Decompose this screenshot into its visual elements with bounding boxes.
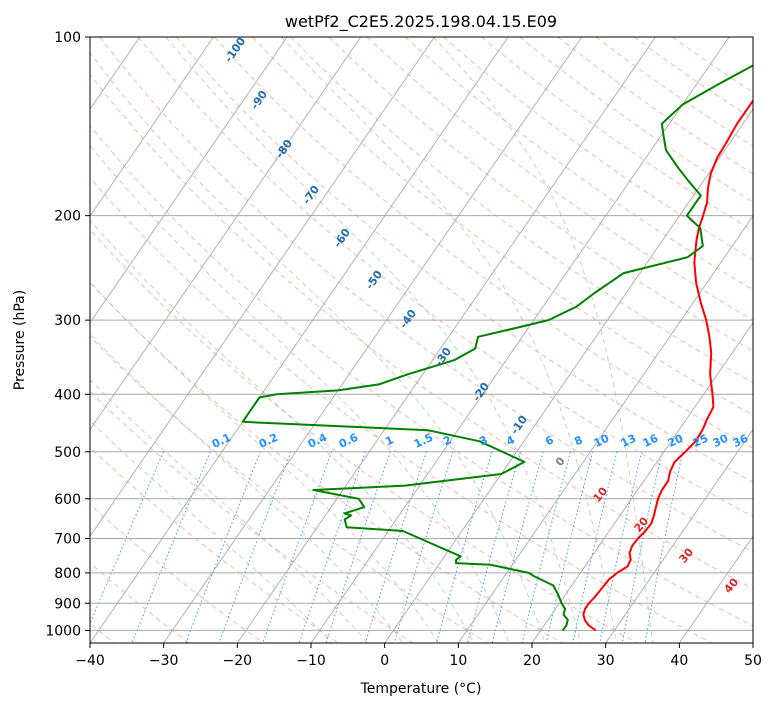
y-tick-label: 200 — [54, 209, 81, 225]
dry-adiabat-line — [366, 37, 753, 321]
x-tick-label: 20 — [523, 653, 541, 669]
isotherm-gridline — [90, 37, 362, 431]
moist-adiabat-line — [90, 219, 475, 643]
mixing-ratio-line — [364, 451, 427, 643]
y-tick-label: 600 — [54, 492, 81, 508]
mixing-ratio-line — [545, 451, 594, 643]
mixing-ratio-line — [521, 451, 571, 643]
dry-adiabat-line — [90, 176, 712, 643]
x-tick-label: 30 — [597, 653, 615, 669]
x-tick-label: 10 — [449, 653, 467, 669]
dry-adiabat-line — [137, 37, 753, 518]
dry-adiabat-line — [90, 503, 264, 643]
x-tick-label: −20 — [223, 653, 253, 669]
isotherm-gridline — [163, 37, 583, 643]
y-tick-label: 300 — [54, 313, 81, 329]
y-tick-label: 700 — [54, 532, 81, 548]
moist-adiabat-line — [165, 37, 582, 643]
mixing-ratio-line — [325, 451, 391, 643]
isotherm-gridline — [384, 108, 753, 643]
x-axis: −40 −30 −20 −10 0 10 20 30 40 50 — [75, 643, 762, 669]
x-tick-label: 50 — [744, 653, 762, 669]
x-axis-label: Temperature (°C) — [360, 681, 482, 697]
chart-title: wetPf2_C2E5.2025.198.04.15.E09 — [285, 12, 557, 32]
mixing-ratio-label: 25 — [691, 432, 710, 450]
mixing-ratio-line — [572, 451, 618, 643]
isotherm-gridline — [310, 37, 730, 643]
mixing-ratio-label: 10 — [592, 432, 612, 450]
dry-adiabat-line — [404, 37, 753, 291]
y-tick-label: 400 — [54, 387, 81, 403]
dry-adiabat-line — [90, 229, 638, 643]
moist-adiabat-line — [90, 379, 369, 643]
mixing-ratio-label: 30 — [711, 432, 731, 450]
mixing-ratio-label: 16 — [641, 432, 661, 450]
y-axis-label: Pressure (hPa) — [12, 290, 28, 390]
dewpoint-profile-line — [241, 64, 753, 631]
moist-adiabat-line — [432, 37, 654, 643]
dry-adiabat-line — [90, 125, 753, 627]
isotherm-gridline — [90, 37, 435, 538]
mixing-ratio-label: 20 — [666, 432, 686, 450]
grid-lines — [90, 37, 753, 643]
temperature-profile-line — [582, 99, 753, 632]
mixing-ratio-line — [262, 451, 333, 643]
mixing-ratio-label: 13 — [619, 432, 638, 450]
isotherm-gridline — [90, 37, 288, 324]
isotherm-gridline — [90, 37, 214, 217]
y-tick-label: 900 — [54, 596, 81, 612]
mixing-ratio-line — [644, 451, 684, 643]
profile-series — [241, 64, 753, 632]
mixing-ratio-line — [621, 451, 663, 643]
dry-adiabat-line — [90, 335, 488, 643]
dry-adiabat-line — [90, 446, 339, 643]
y-axis: 100 200 300 400 500 600 700 800 900 1000 — [45, 30, 90, 639]
mixing-ratio-line — [435, 451, 493, 643]
mixing-ratio-line — [599, 451, 643, 643]
isotherm-gridline — [531, 321, 753, 643]
x-tick-label: 40 — [670, 653, 688, 669]
isotherm-gridline — [90, 37, 509, 643]
x-tick-label: −10 — [296, 653, 326, 669]
y-tick-label: 100 — [54, 30, 81, 46]
x-tick-label: 0 — [380, 653, 389, 669]
mixing-ratio-line — [185, 451, 261, 643]
mixing-ratio-line — [131, 451, 211, 643]
x-tick-label: −40 — [75, 653, 105, 669]
x-tick-label: −30 — [149, 653, 179, 669]
moist-adiabat-line — [90, 420, 333, 643]
mixing-ratio-line — [218, 451, 292, 643]
isotherm-gridline — [605, 428, 753, 643]
y-tick-label: 800 — [54, 566, 81, 582]
y-tick-label: 1000 — [45, 623, 81, 639]
moist-adiabat-line — [90, 51, 546, 643]
dry-adiabat-line — [90, 73, 753, 590]
y-tick-label: 500 — [54, 445, 81, 461]
isotherm-gridline — [678, 535, 753, 643]
isotherm-gridline — [457, 215, 753, 643]
dry-adiabat-line — [90, 282, 563, 643]
plot-frame — [89, 36, 754, 644]
isotherm-gridline — [236, 37, 656, 643]
mixing-ratio-label: 36 — [731, 432, 751, 450]
